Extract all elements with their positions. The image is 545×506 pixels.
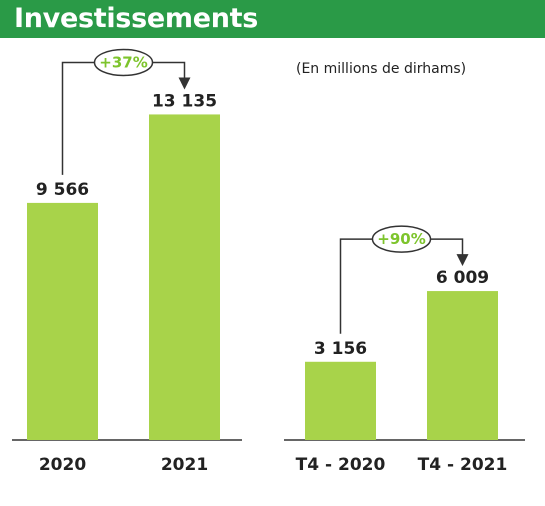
title-banner: Investissements (0, 0, 545, 38)
bar-value-label: 3 156 (314, 339, 367, 359)
bar-value-label: 13 135 (152, 91, 217, 111)
growth-label: +90% (377, 230, 425, 248)
bar (427, 291, 498, 440)
bar (149, 114, 220, 441)
bar-value-label: 6 009 (436, 268, 489, 288)
category-label: 2020 (39, 455, 86, 475)
category-label: T4 - 2020 (296, 455, 386, 475)
category-label: T4 - 2021 (418, 455, 508, 475)
category-label: 2021 (161, 455, 208, 475)
growth-badge (93, 48, 154, 77)
bar (27, 202, 98, 440)
page-title: Investissements (14, 3, 259, 34)
bar (305, 361, 376, 440)
growth-label: +37% (99, 53, 147, 71)
unit-note: (En millions de dirhams) (296, 61, 467, 77)
growth-badge (371, 225, 432, 253)
bar-value-label: 9 566 (36, 180, 89, 200)
